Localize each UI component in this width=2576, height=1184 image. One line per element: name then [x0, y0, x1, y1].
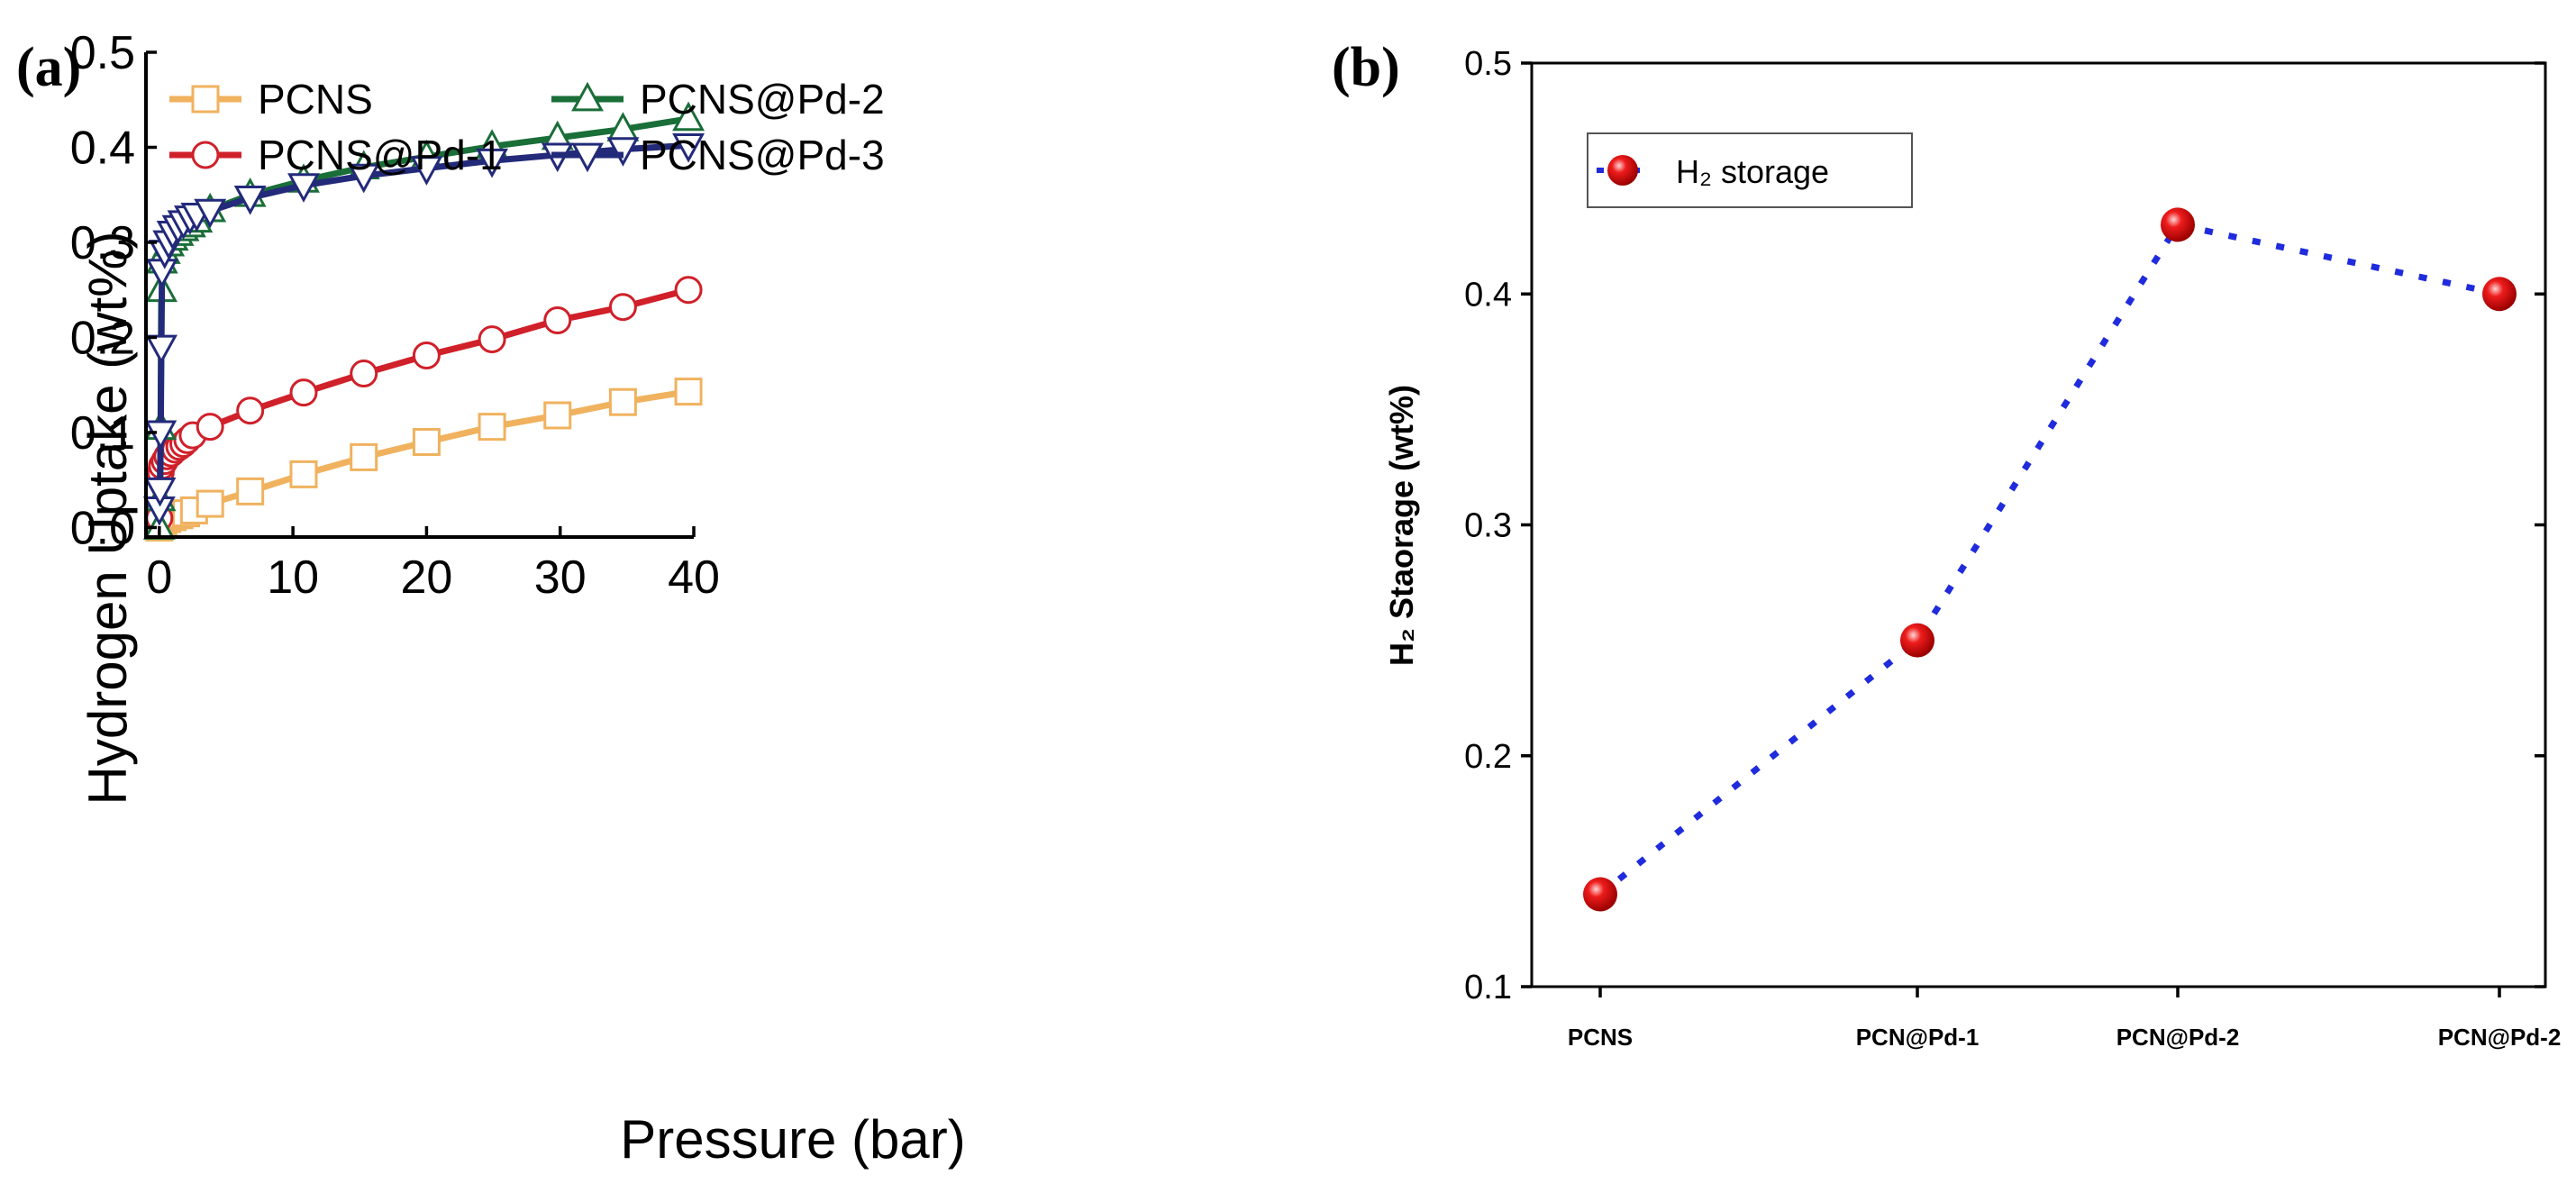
a-data-point [476, 148, 509, 178]
a-data-point [289, 460, 318, 488]
a-data-point [543, 401, 572, 430]
a-data-point [196, 413, 224, 442]
a-data-point [289, 378, 318, 407]
panel-b-chart: 0.1 0.2 0.3 0.4 0.5 PCNS PCN@Pd-1 PCN@Pd-2 PCN@… [1383, 45, 2561, 1051]
b-y-axis-title: H₂ Staorage (wt%) [1383, 385, 1420, 666]
a-data-point [144, 420, 177, 451]
panel-b-label: (b) [1332, 37, 1400, 98]
b-y-tick-label: 0.2 [1464, 738, 1512, 776]
a-data-point [672, 132, 705, 163]
b-y-tick-label: 0.5 [1464, 45, 1512, 83]
a-x-tick-label: 10 [267, 551, 319, 604]
b-y-tick-label: 0.4 [1464, 276, 1512, 314]
a-x-tick-label: 30 [534, 551, 587, 604]
b-data-point [1583, 877, 1617, 912]
b-category-label: PCN@Pd-2 [2438, 1024, 2562, 1051]
b-y-tick-label: 0.1 [1464, 969, 1512, 1006]
a-data-point [608, 387, 637, 416]
panel-a-chart: 0.0 0.1 0.2 0.3 0.4 0.5 0 10 20 30 40 Pressure (ba… [70, 27, 966, 1170]
a-x-tick-label: 20 [400, 551, 452, 604]
b-data-point [1900, 623, 1934, 658]
a-legend-marker [191, 85, 220, 114]
a-data-point [196, 489, 224, 518]
b-data-point [2482, 277, 2517, 312]
a-y-tick-label: 0.1 [70, 407, 135, 460]
a-legend: PCNS PCNS@Pd-1 PCNS@Pd-2 PCNS@Pd-3 [169, 76, 885, 178]
a-data-point [412, 342, 441, 370]
a-data-point [674, 378, 703, 406]
a-data-point [674, 276, 703, 305]
a-legend-marker [571, 142, 604, 173]
b-legend: H₂ storage [1587, 132, 1913, 208]
a-data-point [478, 325, 506, 354]
a-data-point [145, 334, 177, 365]
a-data-point [287, 173, 320, 203]
a-data-point [194, 198, 227, 229]
b-data-point [2161, 207, 2195, 242]
b-legend-label: H₂ storage [1676, 153, 1829, 190]
a-data-point [350, 360, 378, 388]
b-series-line [1597, 221, 2500, 897]
a-legend-label: PCNS@Pd-2 [640, 76, 885, 123]
b-legend-marker [1607, 155, 1638, 186]
a-x-tick-label: 40 [668, 551, 720, 604]
a-data-point [236, 396, 265, 425]
a-x-tick-label: 0 [146, 551, 172, 604]
a-data-point [543, 305, 572, 334]
b-y-tick-label: 0.3 [1464, 507, 1512, 545]
a-series-pcns-pd-3 [142, 132, 705, 526]
a-y-tick-label: 0.4 [70, 122, 135, 174]
a-series-pcns [145, 378, 703, 542]
a-data-point [410, 156, 443, 186]
b-category-label: PCNS [1568, 1024, 1633, 1051]
a-data-point [412, 428, 441, 457]
a-data-point [608, 293, 637, 322]
a-legend-label: PCNS@Pd-3 [640, 132, 885, 178]
a-data-point [236, 477, 265, 505]
a-legend-label: PCNS@Pd-1 [258, 132, 503, 178]
a-legend-marker [191, 141, 220, 169]
a-y-tick-label: 0.0 [70, 502, 135, 554]
a-legend-marker [571, 81, 604, 112]
a-axes-lines [144, 52, 694, 539]
a-data-point [606, 137, 640, 167]
a-x-axis-title: Pressure (bar) [620, 1109, 965, 1170]
a-data-point [233, 186, 267, 215]
b-category-label: PCN@Pd-2 [2116, 1024, 2240, 1051]
panel-a-label: (a) [16, 37, 81, 98]
a-data-point [143, 477, 177, 507]
b-category-label: PCN@Pd-1 [1856, 1024, 1980, 1051]
a-data-point [350, 442, 378, 471]
a-data-point [478, 413, 506, 442]
a-y-tick-label: 0.3 [70, 217, 135, 269]
a-legend-label: PCNS [258, 76, 373, 123]
a-data-point [347, 163, 380, 194]
a-series-pcns-pd-1 [145, 276, 703, 533]
a-y-tick-label: 0.5 [70, 27, 135, 79]
b-legend-box [1587, 132, 1913, 208]
a-y-tick-label: 0.2 [70, 312, 135, 364]
a-y-axis-title: Hydrogen Uptake (wt%) [77, 232, 138, 806]
a-data-point [672, 101, 705, 132]
